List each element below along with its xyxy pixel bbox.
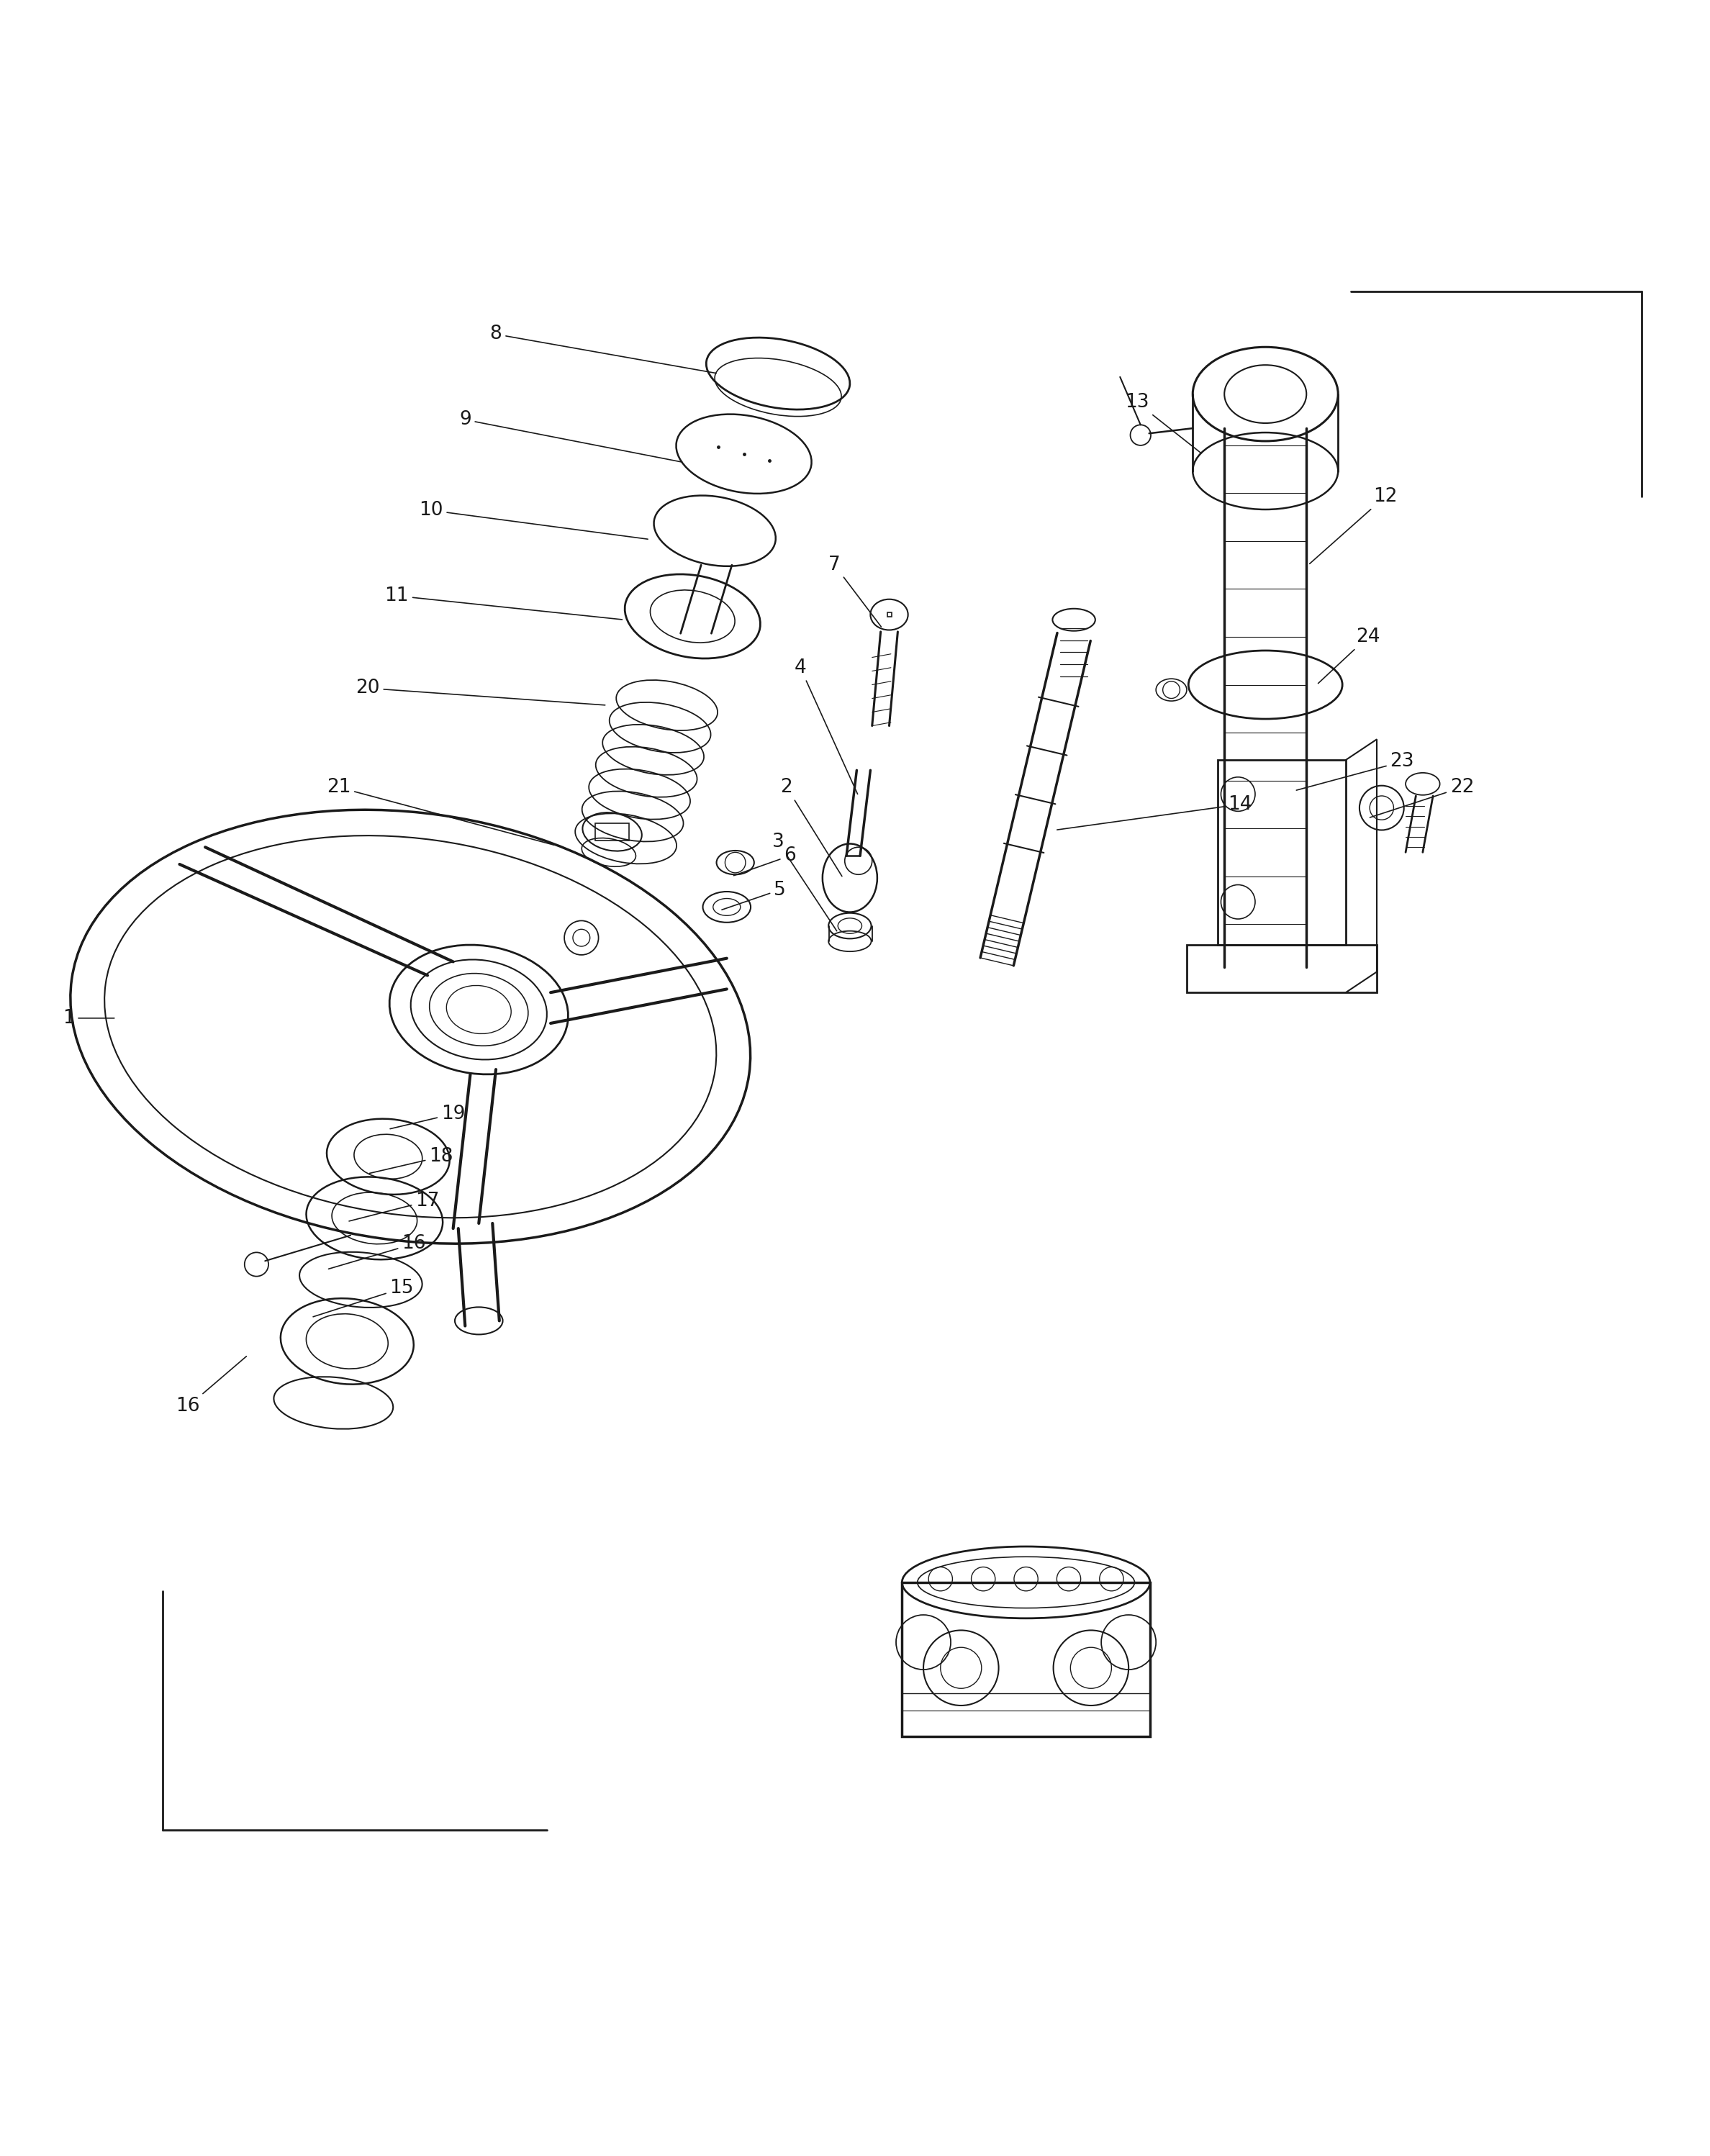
Text: 23: 23	[1296, 752, 1414, 791]
Text: 7: 7	[828, 556, 881, 627]
Text: 10: 10	[419, 500, 648, 539]
Text: 24: 24	[1318, 627, 1380, 683]
Text: 17: 17	[349, 1192, 439, 1220]
Text: 8: 8	[489, 326, 716, 373]
Text: 9: 9	[458, 410, 682, 461]
Text: 4: 4	[793, 658, 858, 793]
Text: 6: 6	[734, 847, 797, 875]
Text: 14: 14	[1057, 796, 1252, 830]
Bar	[903, 1583, 1149, 1736]
Text: 16: 16	[328, 1235, 426, 1270]
Text: 18: 18	[369, 1147, 453, 1173]
Text: 5: 5	[722, 880, 787, 910]
Text: 2: 2	[780, 778, 841, 875]
Text: 3: 3	[771, 832, 836, 931]
Text: 20: 20	[356, 679, 605, 705]
Text: 22: 22	[1370, 778, 1474, 817]
Text: 11: 11	[385, 586, 622, 619]
Text: 12: 12	[1310, 487, 1397, 563]
Text: 16: 16	[176, 1356, 246, 1416]
Bar	[1187, 944, 1377, 992]
Text: 19: 19	[390, 1104, 465, 1130]
Text: 1: 1	[62, 1009, 115, 1028]
Text: 15: 15	[313, 1279, 414, 1317]
Text: 21: 21	[327, 778, 554, 845]
Bar	[1218, 759, 1346, 944]
Text: 13: 13	[1125, 392, 1200, 453]
